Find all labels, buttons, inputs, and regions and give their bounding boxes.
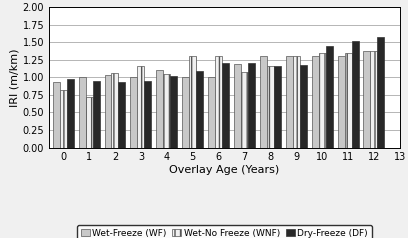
Bar [337,56,344,148]
Bar [79,77,86,148]
Bar [131,77,137,148]
Bar [86,97,93,148]
Y-axis label: IRI (m/km): IRI (m/km) [10,48,20,107]
Bar [93,81,100,148]
Bar [67,79,74,148]
Bar [293,56,300,148]
Bar [156,70,163,148]
Bar [189,56,196,148]
Legend: Wet-Freeze (WF), Wet-No Freeze (WNF), Dry-Freeze (DF): Wet-Freeze (WF), Wet-No Freeze (WNF), Dr… [77,225,372,238]
Bar [163,74,170,148]
Bar [234,64,241,148]
Bar [170,76,177,148]
Bar [137,66,144,148]
Bar [377,37,384,148]
Bar [248,63,255,148]
Bar [267,66,274,148]
Bar [241,72,248,148]
Bar [53,82,60,148]
Bar [274,66,281,148]
Bar [208,77,215,148]
Bar [196,71,203,148]
Bar [326,46,333,148]
Bar [144,81,151,148]
Bar [364,51,370,148]
Bar [319,53,326,148]
Bar [60,90,67,148]
Bar [260,56,267,148]
Bar [222,63,229,148]
Bar [312,56,319,148]
Bar [344,53,352,148]
X-axis label: Overlay Age (Years): Overlay Age (Years) [169,165,279,175]
Bar [370,51,377,148]
Bar [286,56,293,148]
Bar [215,56,222,148]
Bar [111,73,118,148]
Bar [300,65,307,148]
Bar [352,41,359,148]
Bar [104,75,111,148]
Bar [182,77,189,148]
Bar [118,82,126,148]
